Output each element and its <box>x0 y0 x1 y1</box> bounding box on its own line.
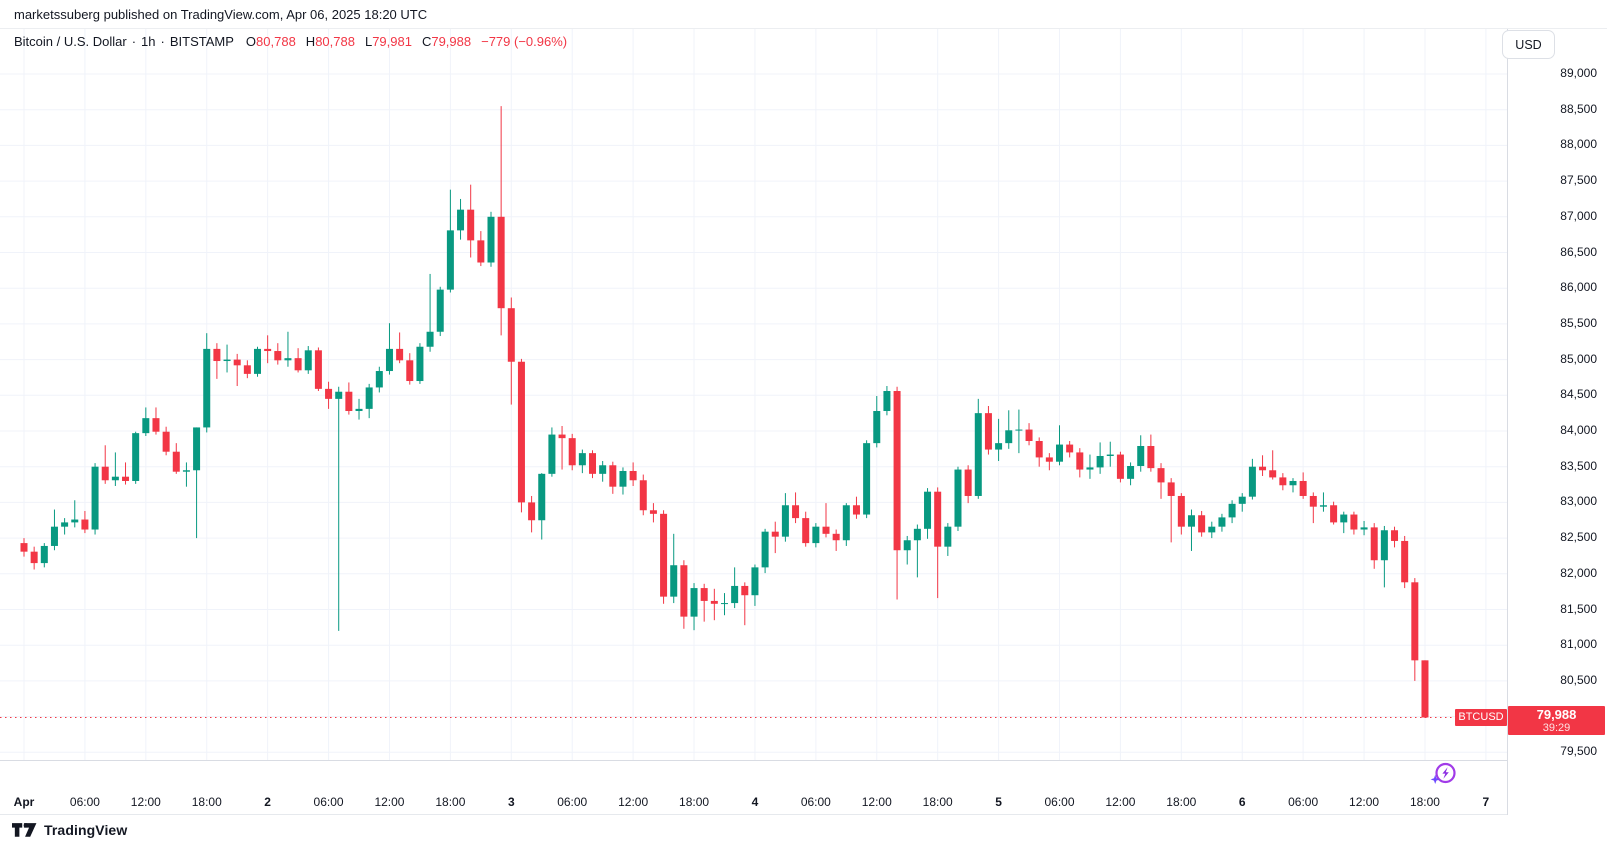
close-value: C79,988 <box>421 34 472 49</box>
time-axis-label: 12:00 <box>861 795 892 809</box>
symbol-title[interactable]: Bitcoin / U.S. Dollar <box>14 34 127 49</box>
open-value: O80,788 <box>245 34 296 49</box>
time-axis-label: 12:00 <box>130 795 161 809</box>
time-axis-label: 12:00 <box>618 795 649 809</box>
ohlc-values: O80,788 H80,788 L79,981 C79,988 <box>246 34 471 49</box>
separator-dot: · <box>160 34 165 49</box>
symbol-header: Bitcoin / U.S. Dollar · 1h · BITSTAMP O8… <box>14 34 567 49</box>
time-axis-label: 18:00 <box>435 795 466 809</box>
exchange-label[interactable]: BITSTAMP <box>169 34 234 49</box>
tradingview-glyph-icon <box>12 822 37 837</box>
price-axis-label: 87,500 <box>1560 173 1597 188</box>
price-axis-label: 80,500 <box>1560 672 1597 687</box>
price-axis[interactable]: 89,000 88,500 88,000 87,500 87,000 86,500 86,0… <box>1507 28 1607 815</box>
time-axis-label: 3 <box>507 795 515 809</box>
price-axis-label: 84,500 <box>1560 387 1597 402</box>
price-axis-label: 79,500 <box>1560 744 1597 759</box>
time-axis-label: Apr <box>13 795 35 809</box>
price-axis-label: 81,000 <box>1560 637 1597 652</box>
chart-bottom-border <box>0 814 1607 815</box>
time-axis[interactable]: Apr 06:00 12:00 18:00 2 06:00 12:00 18:00 3 06:00… <box>0 760 1607 815</box>
price-axis-label: 88,000 <box>1560 137 1597 152</box>
time-axis-label: 7 <box>1482 795 1490 809</box>
price-axis-label: 83,500 <box>1560 458 1597 473</box>
price-axis-label: 81,500 <box>1560 601 1597 616</box>
time-axis-label: 12:00 <box>1105 795 1136 809</box>
price-axis-border <box>1507 28 1508 815</box>
price-axis-label: 85,000 <box>1560 351 1597 366</box>
time-axis-label: 18:00 <box>1166 795 1197 809</box>
time-axis-label: 18:00 <box>1409 795 1440 809</box>
price-axis-label: 86,500 <box>1560 244 1597 259</box>
high-value: H80,788 <box>305 34 355 49</box>
time-axis-label: 06:00 <box>557 795 588 809</box>
time-axis-label: 06:00 <box>800 795 831 809</box>
interval-label[interactable]: 1h <box>141 34 156 49</box>
time-axis-label: 06:00 <box>69 795 100 809</box>
last-price-value: 79,988 <box>1536 706 1577 722</box>
price-axis-label: 84,000 <box>1560 423 1597 437</box>
time-axis-label: 18:00 <box>191 795 222 809</box>
bar-countdown: 39:29 <box>1542 722 1571 735</box>
price-axis-label: 89,000 <box>1560 66 1597 80</box>
price-axis-label: 82,500 <box>1560 530 1597 545</box>
price-axis-label: 87,000 <box>1560 208 1597 223</box>
time-axis-label: 06:00 <box>313 795 344 809</box>
change-value: −779 (−0.96%) <box>481 34 568 49</box>
time-axis-label: 4 <box>751 795 759 809</box>
separator-dot: · <box>131 34 137 49</box>
last-price-label: 79,988 39:29 <box>1508 706 1605 736</box>
attribution-text: marketssuberg published on TradingView.c… <box>14 6 428 22</box>
symbol-price-tag: BTCUSD <box>1455 708 1507 726</box>
time-axis-label: 06:00 <box>1288 795 1319 809</box>
brand-name: TradingView <box>44 822 128 838</box>
price-axis-label: 82,000 <box>1560 565 1597 580</box>
tradingview-logo[interactable]: TradingView <box>12 822 127 838</box>
time-axis-label: 18:00 <box>679 795 710 809</box>
time-axis-border <box>0 760 1607 761</box>
boost-lightning-icon[interactable] <box>1428 760 1458 790</box>
price-axis-label: 85,500 <box>1560 315 1597 330</box>
time-axis-label: 18:00 <box>922 795 953 809</box>
price-axis-label: 83,000 <box>1560 494 1597 509</box>
time-axis-label: 12:00 <box>374 795 405 809</box>
time-axis-label: 12:00 <box>1349 795 1380 809</box>
attribution-bar: marketssuberg published on TradingView.c… <box>0 0 1607 29</box>
low-value: L79,981 <box>364 34 412 49</box>
time-axis-label: 5 <box>995 795 1002 809</box>
time-axis-label: 2 <box>264 795 271 809</box>
currency-usd-button[interactable]: USD <box>1502 30 1555 59</box>
price-axis-label: 88,500 <box>1560 101 1597 116</box>
time-axis-label: 06:00 <box>1044 795 1075 809</box>
time-axis-label: 6 <box>1238 795 1246 809</box>
price-axis-label: 86,000 <box>1560 280 1597 295</box>
